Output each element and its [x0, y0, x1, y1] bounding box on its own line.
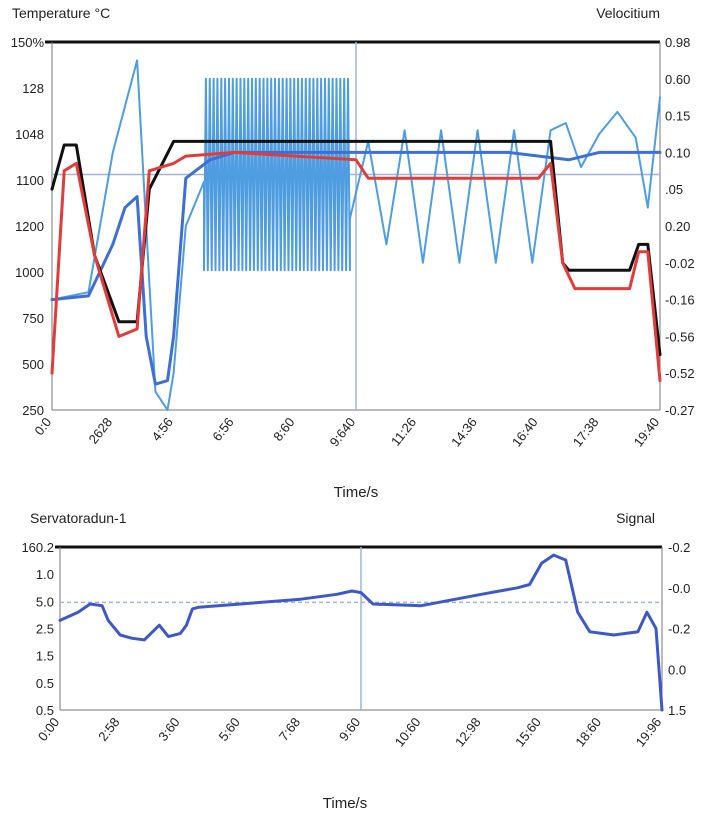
chart-1: Temperature °C Velocitium 0:0 2628 4:56 6:5…	[11, 5, 695, 501]
chart-1-series-light_blue	[51, 59, 661, 411]
chart-1-right-tick-label: 0.60	[665, 72, 690, 87]
chart-2-left-tick-label: 0.5	[36, 703, 54, 718]
chart-1-right-axis-label: Velocitium	[596, 5, 660, 21]
chart-2-x-tick-label: 15:60	[512, 715, 544, 750]
chart-2-right-tick-label: 0.0	[668, 662, 686, 677]
chart-1-right-tick-label: 0.10	[665, 145, 690, 160]
chart-1-x-tick-label: 16:40	[509, 415, 541, 450]
chart-1-x-tick-label: 14:36	[448, 415, 480, 450]
chart-1-x-tick-label: 2628	[86, 415, 116, 447]
chart-2-left-tick-label: 1.0	[36, 567, 54, 582]
chart-1-right-tick-label: 0.15	[665, 109, 690, 124]
chart-1-left-tick-label: 250	[22, 403, 44, 418]
chart-1-right-tick-label: -0.56	[665, 329, 695, 344]
chart-2-x-tick-label: 12:98	[452, 715, 484, 750]
chart-1-right-tick-label: -0.27	[665, 403, 695, 418]
chart-1-x-tick-label: 0:0	[31, 415, 54, 438]
chart-1-series-blue	[50, 150, 662, 386]
chart-1-left-axis-label: Temperature °C	[12, 5, 110, 21]
chart-2-x-tick-label: 5:60	[216, 715, 243, 744]
chart-2-x-tick-label: 0:00	[35, 715, 62, 744]
chart-2-x-tick-label: 18:60	[572, 715, 604, 750]
chart-2-x-axis-title: Time/s	[323, 795, 367, 812]
chart-2-right-tick-label: -0.0	[668, 581, 690, 596]
chart-2-x-tick-label: 3:60	[155, 715, 182, 744]
chart-1-right-tick-label: -0.02	[665, 256, 695, 271]
chart-2-left-tick-label: 1.5	[36, 649, 54, 664]
chart-1-right-tick-label: 0.20	[665, 219, 690, 234]
chart-2-right-axis-label: Signal	[616, 510, 655, 526]
chart-2-left-tick-label: 0.5	[36, 676, 54, 691]
chart-1-right-tick-label: -0.52	[665, 366, 695, 381]
chart-2-series-blue	[58, 553, 664, 712]
chart-1-left-tick-label: 150%	[11, 35, 45, 50]
chart-2-left-tick-label: 2.5	[36, 622, 54, 637]
chart-2-x-tick-label: 10:60	[392, 715, 424, 750]
chart-1-x-tick-label: 8:60	[270, 415, 297, 444]
chart-1-left-tick-label: 1000	[15, 265, 44, 280]
chart-1-x-tick-label: 11:26	[388, 415, 419, 449]
chart-1-x-tick-label: 9:640	[327, 415, 359, 450]
chart-2-x-tick-label: 19:96	[633, 715, 665, 750]
chart-2-x-tick-label: 7:68	[276, 715, 303, 744]
chart-2-left-tick-label: 5.0	[36, 594, 54, 609]
chart-1-left-tick-label: 1100	[16, 173, 44, 188]
chart-2-x-tick-label: 9:60	[336, 715, 363, 744]
chart-1-series-black	[50, 139, 662, 357]
chart-1-left-tick-label: 500	[22, 357, 44, 372]
chart-1-right-tick-label: 0.98	[665, 35, 690, 50]
chart-1-series-red	[50, 150, 662, 383]
chart-1-x-tick-label: 17:38	[570, 415, 602, 450]
chart-1-x-tick-label: 4:56	[149, 415, 176, 444]
chart-2-x-tick-label: 2:58	[95, 715, 122, 744]
chart-2-left-axis-label: Servatoradun-1	[30, 510, 127, 526]
chart-2-left-tick-label: 160.2	[21, 540, 54, 555]
chart-1-right-tick-label: -0.16	[665, 293, 695, 308]
chart-2: Servatoradun-1 Signal 0:00 2:58 3:60 5:60 7:…	[21, 510, 690, 812]
chart-2-right-tick-label: -0.2	[668, 540, 690, 555]
chart-1-right-tick-label: .05	[665, 182, 683, 197]
chart-1-left-tick-label: 750	[22, 311, 44, 326]
chart-1-x-tick-label: 6:56	[209, 415, 236, 444]
chart-1-left-tick-label: 128	[22, 81, 44, 96]
chart-1-x-tick-label: 19:40	[631, 415, 663, 450]
chart-2-right-tick-label: -0.2	[668, 622, 690, 637]
chart-1-left-tick-label: 1200	[15, 219, 44, 234]
chart-1-left-tick-label: 1048	[15, 127, 44, 142]
chart-2-right-tick-label: 1.5	[668, 703, 686, 718]
chart-1-x-axis-title: Time/s	[334, 484, 378, 501]
